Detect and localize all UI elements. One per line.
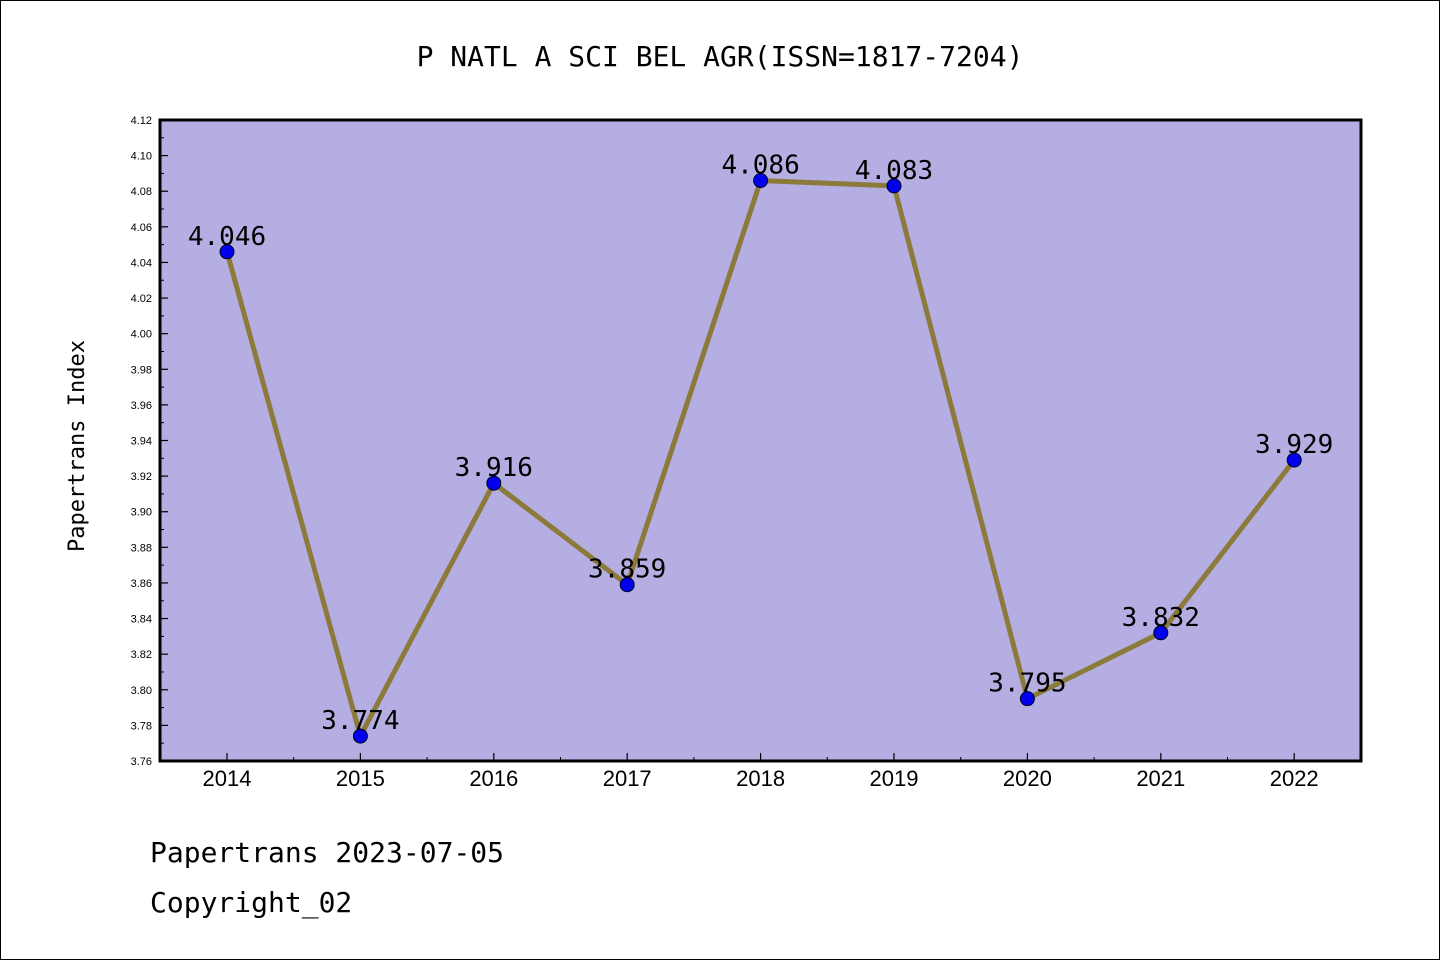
data-label-2019: 4.083 [855,156,933,186]
data-markers [219,173,1302,744]
x-tick-label: 2015 [336,766,385,791]
x-tick-label: 2018 [736,766,785,791]
data-label-2016: 3.916 [455,453,533,483]
data-label-2017: 3.859 [588,555,666,585]
y-tick-label: 3.96 [131,400,152,412]
data-point-2022 [1286,452,1302,468]
data-point-2016 [486,475,502,491]
data-label-2014: 4.046 [188,222,266,252]
data-point-2019 [886,178,902,194]
chart-title: P NATL A SCI BEL AGR(ISSN=1817-7204) [417,40,1024,73]
y-tick-label: 4.00 [131,329,152,341]
y-tick-label: 3.90 [131,507,152,519]
y-tick-label: 3.88 [131,542,152,554]
y-tick-label: 3.80 [131,685,152,697]
plot-area [160,120,1361,761]
x-tick-label: 2016 [469,766,518,791]
footer-copyright: Copyright_02 [150,886,353,919]
data-point-2014 [219,244,235,260]
y-tick-label: 4.10 [131,151,152,163]
y-tick-label: 3.82 [131,649,152,661]
data-label-2020: 3.795 [988,669,1066,699]
data-label-2018: 4.086 [721,151,799,181]
data-labels: 4.046 3.774 3.916 3.859 4.086 4.083 3.795 3.832… [188,151,1333,737]
plot-border [158,118,1363,763]
axis-ticks: 3.76 3.78 3.80 3.82 3.84 3.86 3.88 3.90 3.92 3.94… [131,115,1319,791]
y-tick-label: 3.94 [131,436,152,448]
data-point-2020 [1019,691,1035,707]
x-tick-label: 2021 [1136,766,1185,791]
data-label-2015: 3.774 [321,706,399,736]
y-tick-label: 3.84 [131,614,152,626]
footer-date: Papertrans 2023-07-05 [150,836,505,869]
data-label-2022: 3.929 [1255,430,1333,460]
x-tick-label: 2014 [203,766,252,791]
y-tick-label: 3.98 [131,364,152,376]
data-label-2021: 3.832 [1122,603,1200,633]
y-tick-label: 4.04 [131,257,152,269]
x-tick-label: 2017 [603,766,652,791]
data-point-2015 [352,728,368,744]
data-point-2021 [1153,625,1169,641]
y-tick-label: 4.08 [131,186,152,198]
y-tick-label: 3.86 [131,578,152,590]
x-tick-label: 2020 [1003,766,1052,791]
data-point-2018 [753,173,769,189]
x-tick-label: 2022 [1270,766,1319,791]
x-tick-label: 2019 [870,766,919,791]
y-tick-label: 4.06 [131,222,152,234]
y-tick-label: 3.76 [131,756,152,768]
y-tick-label: 4.02 [131,293,152,305]
y-tick-label: 3.78 [131,720,152,732]
y-axis-label: Papertrans Index [65,340,90,552]
y-tick-label: 4.12 [131,115,152,127]
data-point-2017 [619,577,635,593]
y-tick-label: 3.92 [131,471,152,483]
